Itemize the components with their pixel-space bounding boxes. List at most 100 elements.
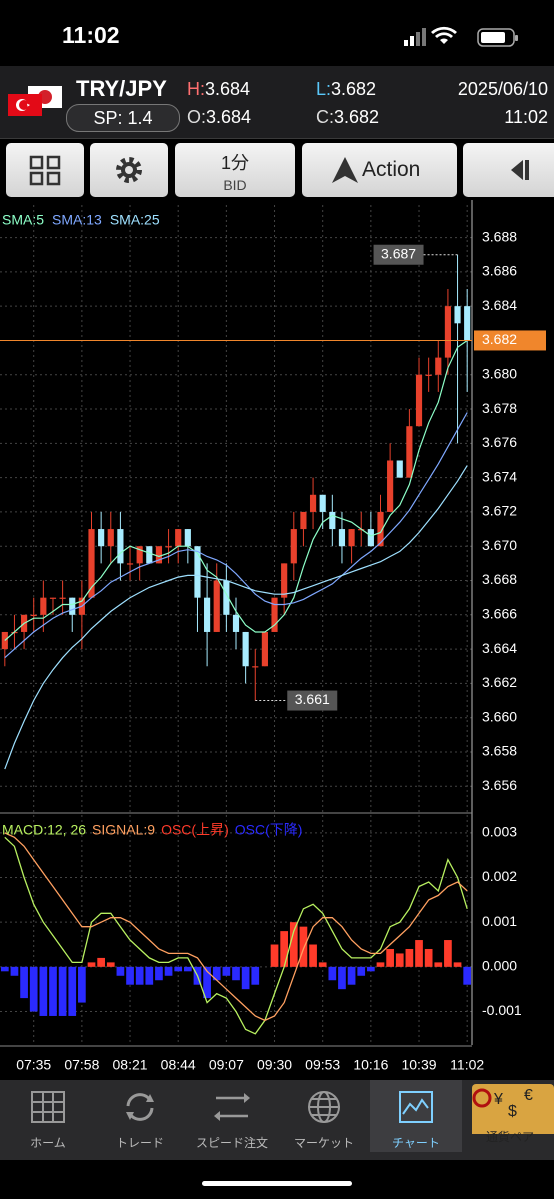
- y-tick-label: 3.664: [482, 640, 517, 656]
- high-value: 3.684: [205, 79, 251, 99]
- close-label: C:: [316, 107, 334, 127]
- y-tick-label: 3.660: [482, 708, 517, 724]
- osc-bar: [222, 966, 231, 976]
- nav-icon: ¥ € $: [472, 1084, 554, 1148]
- osc-bar: [183, 966, 192, 972]
- osc-bar: [444, 940, 452, 967]
- candle-body: [117, 529, 124, 564]
- y-tick-label: 3.674: [482, 468, 517, 484]
- candle-body: [88, 529, 95, 598]
- candle-body: [300, 511, 307, 530]
- candle-body: [204, 597, 211, 632]
- nav-icon: [126, 1093, 154, 1121]
- candle-body: [290, 529, 297, 564]
- osc-bar: [0, 966, 9, 972]
- y-tick-label: 3.686: [482, 263, 517, 279]
- svg-text:€: €: [524, 1087, 533, 1104]
- nav-item[interactable]: ホーム: [2, 1080, 94, 1152]
- candle-body: [136, 546, 143, 564]
- nav-item[interactable]: マーケット: [278, 1080, 370, 1152]
- osc-bar: [367, 966, 375, 972]
- osc-bar: [405, 948, 414, 967]
- osc-bar: [126, 966, 134, 985]
- nav-item[interactable]: スピード注文: [186, 1080, 278, 1152]
- osc-bar: [174, 966, 183, 972]
- legend-label: OSC(上昇): [161, 822, 229, 838]
- y-tick-label: 3.680: [482, 365, 517, 381]
- osc-bar: [116, 966, 125, 976]
- candle-body: [425, 374, 432, 376]
- nav-item[interactable]: トレード: [94, 1080, 186, 1152]
- timeframe: 1分: [220, 153, 249, 173]
- candle-body: [107, 529, 114, 547]
- osc-bar: [203, 966, 211, 999]
- candle-body: [49, 597, 57, 599]
- osc-bar: [318, 962, 327, 967]
- candle-body: [271, 597, 278, 632]
- x-tick-label: 10:39: [401, 1057, 436, 1073]
- osc-bar: [78, 966, 86, 1003]
- osc-bar: [280, 931, 289, 967]
- price-type: BID: [223, 177, 247, 193]
- osc-bar: [155, 966, 163, 981]
- open-quote: O:3.684: [187, 107, 251, 128]
- quote-date: 2025/06/10: [457, 79, 548, 99]
- collapse-button[interactable]: [463, 143, 554, 197]
- candle-body: [69, 597, 76, 615]
- candle-body: [415, 374, 423, 427]
- candle-body: [396, 460, 403, 478]
- min-marker-label: 3.661: [295, 691, 330, 707]
- nav-item[interactable]: チャート: [370, 1080, 462, 1152]
- timeframe-button[interactable]: 1分 BID: [175, 143, 295, 197]
- action-label: Action: [362, 158, 421, 181]
- osc-bar: [415, 940, 423, 967]
- spread-label: SP:: [93, 108, 123, 128]
- current-price-box: [474, 330, 546, 351]
- x-tick-label: 08:21: [113, 1057, 148, 1073]
- candle-body: [377, 511, 384, 547]
- open-value: 3.684: [206, 107, 252, 127]
- osc-bar: [39, 966, 48, 1016]
- low-label: L:: [316, 79, 332, 99]
- osc-bar: [309, 944, 317, 967]
- x-tick-label: 11:02: [450, 1057, 484, 1073]
- candle-body: [329, 511, 336, 530]
- y-tick-label: 3.670: [482, 537, 517, 553]
- osc-bar: [395, 953, 404, 967]
- spread-pill[interactable]: SP: 1.4: [66, 104, 180, 132]
- osc-bar: [463, 966, 472, 985]
- candle-body: [232, 614, 240, 632]
- osc-bar: [251, 966, 260, 985]
- candle-body: [184, 529, 191, 547]
- candle-body: [155, 546, 163, 564]
- quote-header: TRY/JPY SP: 1.4 H:3.684 L:3.682 O:3.684 …: [0, 66, 554, 139]
- osc-bar: [10, 966, 19, 976]
- nav-label: トレード: [115, 1136, 164, 1150]
- nav-icon: [399, 1091, 433, 1123]
- x-tick-label: 07:35: [16, 1057, 51, 1073]
- candle-body: [252, 666, 259, 668]
- settings-button[interactable]: [90, 143, 168, 197]
- osc-bar: [347, 966, 356, 985]
- y-tick-label: 0.000: [482, 958, 517, 974]
- osc-bar: [357, 966, 366, 976]
- candle-body: [213, 580, 220, 632]
- close-value: 3.682: [334, 107, 380, 127]
- osc-bar: [289, 922, 298, 967]
- x-tick-label: 09:07: [209, 1057, 244, 1073]
- layout-button[interactable]: [6, 143, 84, 197]
- osc-bar: [328, 966, 337, 981]
- x-tick-label: 10:16: [353, 1057, 388, 1073]
- action-button[interactable]: Action: [302, 143, 457, 197]
- y-tick-label: 3.678: [482, 400, 517, 416]
- y-tick-label: 3.658: [482, 743, 517, 759]
- spread-value: 1.4: [127, 108, 153, 128]
- clock: 11:02: [62, 22, 120, 48]
- y-tick-label: 0.002: [482, 868, 517, 884]
- nav-label: 通貨ペア: [485, 1130, 534, 1144]
- legend-label: SIGNAL:9: [92, 822, 155, 838]
- candle-body: [387, 460, 394, 512]
- nav-icon: [308, 1091, 340, 1123]
- nav-item[interactable]: ¥ € $ 通貨ペア: [464, 1080, 554, 1152]
